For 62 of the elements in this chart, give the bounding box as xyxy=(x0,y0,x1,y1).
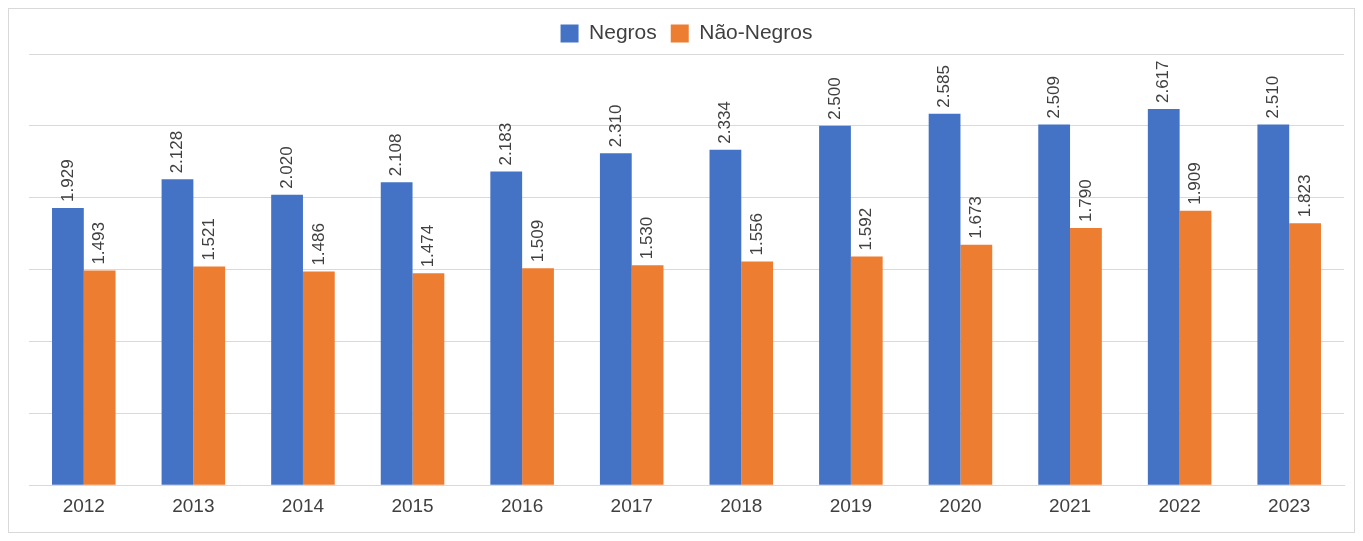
bar xyxy=(302,271,335,485)
bar xyxy=(412,273,445,485)
bar xyxy=(490,171,523,485)
bar xyxy=(850,256,883,485)
bar xyxy=(631,265,664,485)
data-label: 1.673 xyxy=(966,196,986,239)
x-tick-label: 2015 xyxy=(391,494,434,516)
bar xyxy=(161,179,194,485)
bar xyxy=(1257,124,1290,485)
bar xyxy=(709,149,742,485)
data-label: 1.530 xyxy=(637,216,657,260)
x-tick-label: 2022 xyxy=(1158,494,1201,516)
data-label: 1.929 xyxy=(57,159,77,202)
x-tick-label: 2016 xyxy=(500,494,544,516)
data-label: 2.510 xyxy=(1263,75,1283,119)
bar xyxy=(271,194,303,485)
bar xyxy=(193,266,226,485)
data-label: 1.493 xyxy=(89,222,109,265)
data-label: 1.592 xyxy=(856,207,876,251)
legend-label: Não-Negros xyxy=(699,20,813,44)
bar xyxy=(741,261,774,485)
x-tick-label: 2021 xyxy=(1048,494,1092,516)
x-tick-label: 2017 xyxy=(610,494,653,516)
bar xyxy=(928,113,961,485)
x-tick-label: 2023 xyxy=(1268,494,1311,516)
data-label: 2.334 xyxy=(715,101,735,144)
x-tick-label: 2018 xyxy=(720,494,763,516)
data-label: 1.486 xyxy=(308,223,328,266)
data-label: 1.509 xyxy=(527,219,547,263)
data-label: 1.521 xyxy=(198,218,218,261)
data-label: 2.310 xyxy=(605,104,625,148)
x-tick-label: 2013 xyxy=(172,494,215,516)
bar xyxy=(1289,223,1321,485)
data-label: 1.474 xyxy=(418,224,438,268)
x-tick-label: 2019 xyxy=(829,494,873,516)
bar xyxy=(819,125,851,485)
bar xyxy=(1147,109,1180,485)
data-label: 2.183 xyxy=(495,122,515,166)
bar xyxy=(522,268,554,485)
bar xyxy=(1038,124,1071,485)
data-label: 2.500 xyxy=(824,77,844,120)
data-label: 1.556 xyxy=(746,213,766,256)
data-label: 2.585 xyxy=(934,65,954,108)
data-label: 2.020 xyxy=(276,146,296,189)
bar xyxy=(52,207,84,485)
bar xyxy=(1179,210,1212,485)
data-label: 2.128 xyxy=(167,130,187,174)
data-label: 1.823 xyxy=(1294,174,1314,218)
bar xyxy=(83,270,116,485)
data-label: 2.108 xyxy=(386,133,406,177)
data-label: 1.909 xyxy=(1185,162,1205,205)
bar xyxy=(960,244,993,485)
x-tick-label: 2020 xyxy=(939,494,982,516)
bar xyxy=(599,153,632,485)
x-tick-label: 2014 xyxy=(281,494,325,516)
bar xyxy=(380,182,413,485)
data-label: 2.509 xyxy=(1043,76,1063,119)
x-tick-label: 2012 xyxy=(62,494,105,516)
bar xyxy=(1070,227,1102,485)
data-label: 1.790 xyxy=(1075,179,1095,222)
data-label: 2.617 xyxy=(1153,60,1173,104)
legend-label: Negros xyxy=(589,20,657,44)
